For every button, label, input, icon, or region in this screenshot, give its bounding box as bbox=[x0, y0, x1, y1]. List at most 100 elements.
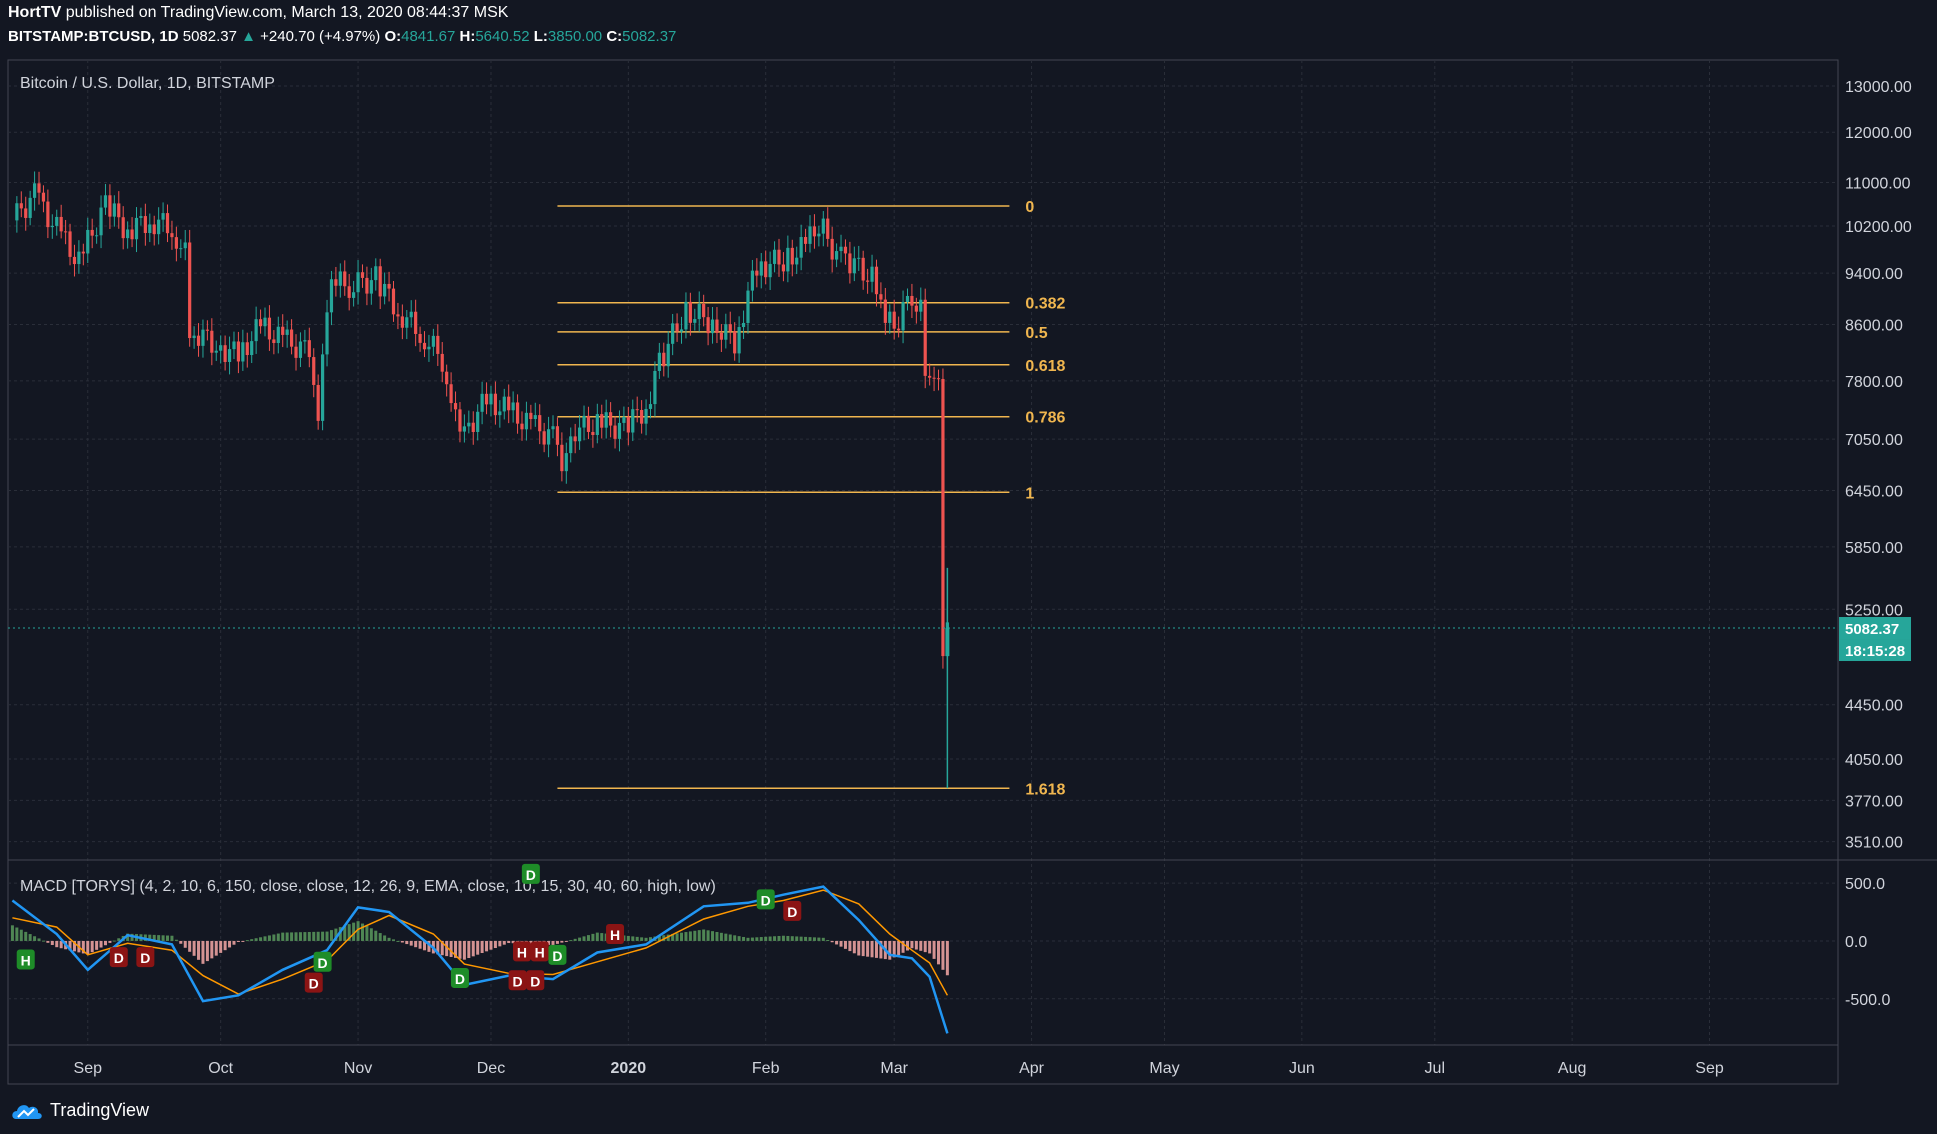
candle-body bbox=[533, 415, 537, 420]
candle-body bbox=[693, 319, 697, 323]
signal-marker bbox=[783, 900, 802, 921]
tradingview-logo[interactable]: TradingView bbox=[10, 1096, 149, 1124]
macd-histogram-bar bbox=[910, 940, 914, 949]
candle-body bbox=[192, 335, 196, 339]
candle-body bbox=[573, 436, 577, 442]
candle-body bbox=[378, 266, 382, 297]
macd-histogram-bar bbox=[99, 940, 103, 948]
price-axis[interactable]: 13000.00 12000.00 11000.00 10200.00 9400.00 8… bbox=[1845, 79, 1912, 852]
time-tick-label: May bbox=[1149, 1060, 1179, 1077]
macd-histogram-bar bbox=[551, 940, 555, 946]
candle-body bbox=[781, 264, 786, 272]
candle-body bbox=[879, 294, 883, 300]
time-tick-label: Dec bbox=[477, 1060, 505, 1077]
macd-histogram-bar bbox=[764, 936, 768, 941]
fib-retracement[interactable]: 0 0.382 0.5 0.618 0.786 1 1.618 bbox=[557, 199, 1066, 798]
time-tick-label: Nov bbox=[344, 1060, 372, 1077]
macd-histogram-bar bbox=[161, 935, 165, 941]
fib-level-label: 1 bbox=[1025, 485, 1034, 502]
signal-marker bbox=[548, 944, 567, 965]
macd-histogram-bar bbox=[267, 935, 271, 941]
macd-histogram-bar bbox=[290, 932, 294, 941]
signal-marker bbox=[756, 889, 775, 910]
candle-body bbox=[897, 328, 901, 331]
signal-marker-label: H bbox=[535, 944, 545, 960]
candle-body bbox=[564, 453, 568, 472]
candle-body bbox=[529, 412, 533, 420]
candle-body bbox=[130, 229, 134, 240]
candle-body bbox=[294, 346, 298, 358]
macd-histogram-bar bbox=[830, 940, 834, 943]
macd-histogram-bar bbox=[356, 921, 360, 941]
price-tick-label: 3510.00 bbox=[1845, 835, 1903, 852]
macd-histogram-bar bbox=[826, 940, 830, 942]
high-label: H: bbox=[459, 28, 476, 45]
macd-histogram-bar bbox=[719, 932, 723, 941]
candle-body bbox=[405, 317, 409, 328]
macd-histogram-bar bbox=[41, 940, 45, 942]
candle-body bbox=[334, 279, 338, 286]
macd-histogram-bar bbox=[454, 940, 458, 958]
candle-body bbox=[298, 341, 303, 358]
macd-histogram-bar bbox=[746, 937, 750, 941]
author-name[interactable]: HortTV bbox=[8, 4, 62, 21]
macd-histogram-bar bbox=[595, 932, 599, 941]
signal-marker bbox=[313, 951, 332, 972]
macd-histogram-bar bbox=[285, 932, 289, 941]
candle-body bbox=[19, 203, 23, 209]
macd-histogram-bar bbox=[560, 940, 564, 943]
candle-body bbox=[666, 343, 670, 367]
candle-body bbox=[569, 436, 573, 454]
macd-histogram-bar bbox=[205, 940, 209, 962]
candle-body bbox=[595, 414, 599, 435]
macd-histogram-bar bbox=[157, 935, 161, 941]
candle-body bbox=[644, 408, 648, 424]
candle-body bbox=[888, 311, 892, 323]
fib-level-label: 0.786 bbox=[1025, 410, 1065, 427]
candle-body bbox=[755, 270, 759, 276]
time-tick-label: Mar bbox=[880, 1060, 908, 1077]
macd-histogram-bar bbox=[555, 940, 559, 944]
macd-histogram-bar bbox=[635, 936, 639, 941]
candle-body bbox=[449, 384, 453, 404]
macd-axis[interactable]: 500.0 0.0 -500.0 bbox=[1845, 876, 1890, 1009]
close-label: C: bbox=[606, 28, 623, 45]
candle-body bbox=[250, 341, 254, 356]
candle-body bbox=[431, 335, 435, 347]
macd-histogram-bar bbox=[547, 940, 551, 945]
macd-histogram-bar bbox=[648, 937, 652, 941]
candle-body bbox=[99, 207, 103, 236]
candle-body bbox=[662, 352, 666, 367]
cloud-icon bbox=[12, 1105, 42, 1119]
macd-histogram-bar bbox=[945, 940, 949, 976]
price-tick-label: 11000.00 bbox=[1845, 175, 1911, 192]
macd-histogram-bar bbox=[298, 932, 302, 941]
macd-histogram-bar bbox=[485, 940, 489, 952]
macd-histogram-bar bbox=[852, 940, 856, 954]
macd-histogram-bar bbox=[276, 933, 280, 941]
candle-body bbox=[635, 409, 639, 411]
candle-body bbox=[702, 303, 706, 318]
candle-body bbox=[843, 246, 848, 254]
macd-histogram-bar bbox=[347, 924, 351, 941]
macd-histogram-bar bbox=[768, 936, 772, 941]
candle-body bbox=[799, 237, 803, 258]
macd-histogram-bar bbox=[387, 937, 391, 941]
macd-histogram-bar bbox=[436, 940, 440, 955]
macd-histogram-bar bbox=[693, 930, 697, 941]
macd-histogram-bar bbox=[383, 935, 387, 941]
time-tick-label: Sep bbox=[1695, 1060, 1724, 1077]
candle-body bbox=[183, 242, 187, 249]
candle-body bbox=[117, 203, 121, 218]
macd-histogram-bar bbox=[405, 940, 409, 945]
macd-histogram-bar bbox=[790, 936, 794, 941]
candle-body bbox=[55, 216, 59, 226]
candle-body bbox=[32, 183, 37, 198]
macd-histogram-bar bbox=[675, 933, 679, 941]
time-axis[interactable]: Sep Oct Nov Dec 2020 Feb Mar Apr May Jun Jul Aug Sep bbox=[74, 1060, 1724, 1077]
macd-histogram-bar bbox=[821, 937, 825, 941]
macd-histogram-bar bbox=[174, 939, 178, 941]
macd-histogram-bar bbox=[937, 940, 941, 965]
candle-body bbox=[626, 416, 630, 433]
